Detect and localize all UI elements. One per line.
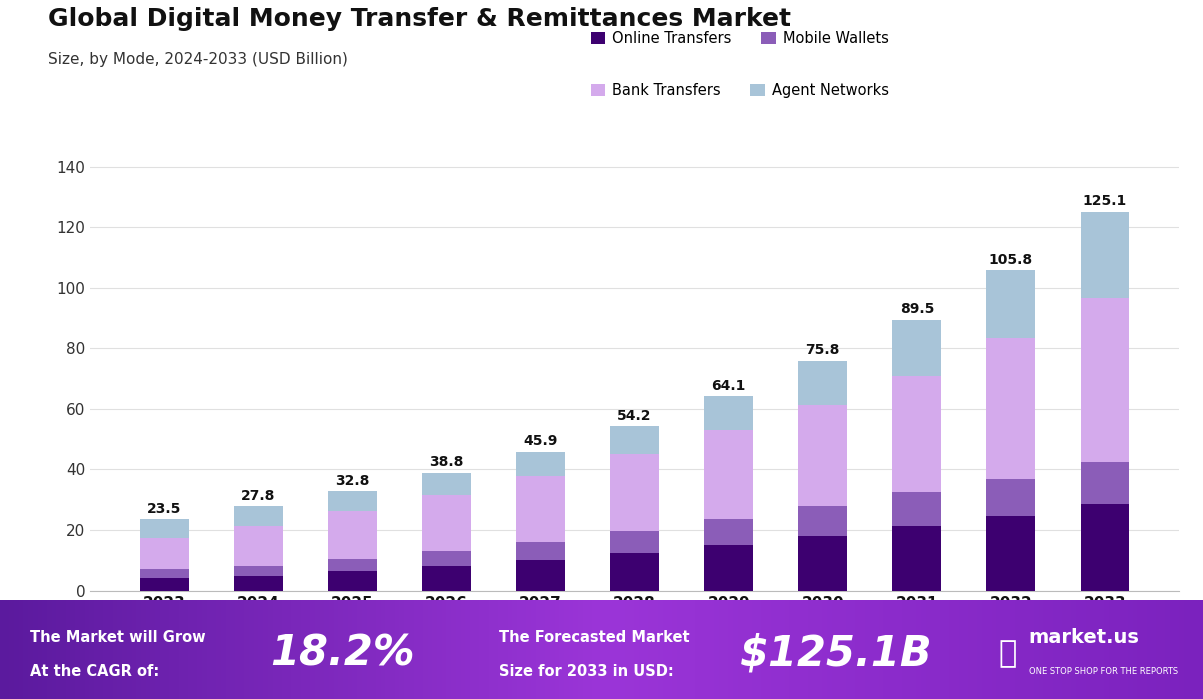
Text: At the CAGR of:: At the CAGR of: (30, 664, 159, 679)
Text: The Forecasted Market: The Forecasted Market (499, 630, 689, 645)
Legend: Bank Transfers, Agent Networks: Bank Transfers, Agent Networks (585, 77, 895, 104)
Bar (328, 491, 377, 511)
Bar (986, 338, 1036, 480)
Bar (1080, 505, 1130, 591)
Bar (799, 405, 847, 507)
Text: Ⓜ: Ⓜ (998, 639, 1017, 668)
Bar (893, 375, 941, 492)
Bar (610, 454, 659, 531)
Text: 45.9: 45.9 (523, 434, 558, 448)
Bar (422, 552, 470, 566)
Text: ONE STOP SHOP FOR THE REPORTS: ONE STOP SHOP FOR THE REPORTS (1029, 667, 1178, 676)
Bar (799, 536, 847, 591)
Bar (610, 553, 659, 591)
Text: Global Digital Money Transfer & Remittances Market: Global Digital Money Transfer & Remittan… (48, 7, 792, 31)
Text: 23.5: 23.5 (147, 502, 182, 516)
Text: 64.1: 64.1 (711, 379, 746, 393)
Bar (233, 575, 283, 591)
Bar (1080, 212, 1130, 298)
Bar (610, 531, 659, 553)
Text: Size for 2033 in USD:: Size for 2033 in USD: (499, 664, 674, 679)
Bar (140, 519, 189, 538)
Bar (422, 566, 470, 591)
Bar (1080, 461, 1130, 505)
Bar (799, 507, 847, 536)
Bar (893, 492, 941, 526)
Text: The Market will Grow: The Market will Grow (30, 630, 206, 645)
Bar (328, 559, 377, 571)
Bar (799, 361, 847, 405)
Bar (986, 271, 1036, 338)
Text: 89.5: 89.5 (900, 302, 934, 316)
Bar (893, 526, 941, 591)
Bar (1080, 298, 1130, 461)
Bar (610, 426, 659, 454)
Bar (704, 545, 753, 591)
Text: 54.2: 54.2 (617, 409, 652, 423)
Text: 75.8: 75.8 (806, 343, 840, 357)
Bar (140, 538, 189, 570)
Bar (704, 396, 753, 430)
Bar (140, 578, 189, 591)
Text: 38.8: 38.8 (429, 456, 463, 470)
Bar (704, 519, 753, 545)
Bar (986, 480, 1036, 517)
Bar (422, 473, 470, 495)
Text: 18.2%: 18.2% (271, 633, 415, 675)
Bar (986, 517, 1036, 591)
Bar (233, 565, 283, 575)
Bar (328, 571, 377, 591)
Bar (140, 570, 189, 578)
Bar (704, 430, 753, 519)
Bar (328, 511, 377, 559)
Text: Size, by Mode, 2024-2033 (USD Billion): Size, by Mode, 2024-2033 (USD Billion) (48, 52, 348, 67)
Bar (516, 452, 565, 475)
Text: 125.1: 125.1 (1083, 194, 1127, 208)
Bar (893, 319, 941, 375)
Text: market.us: market.us (1029, 628, 1139, 647)
Bar (422, 495, 470, 552)
Text: 105.8: 105.8 (989, 252, 1033, 266)
Text: $125.1B: $125.1B (740, 633, 932, 675)
Bar (233, 507, 283, 526)
Legend: Online Transfers, Mobile Wallets: Online Transfers, Mobile Wallets (585, 24, 895, 52)
Text: 27.8: 27.8 (241, 489, 275, 503)
Bar (516, 561, 565, 591)
Bar (516, 475, 565, 542)
Text: 32.8: 32.8 (336, 474, 369, 488)
Bar (516, 542, 565, 561)
Bar (233, 526, 283, 565)
